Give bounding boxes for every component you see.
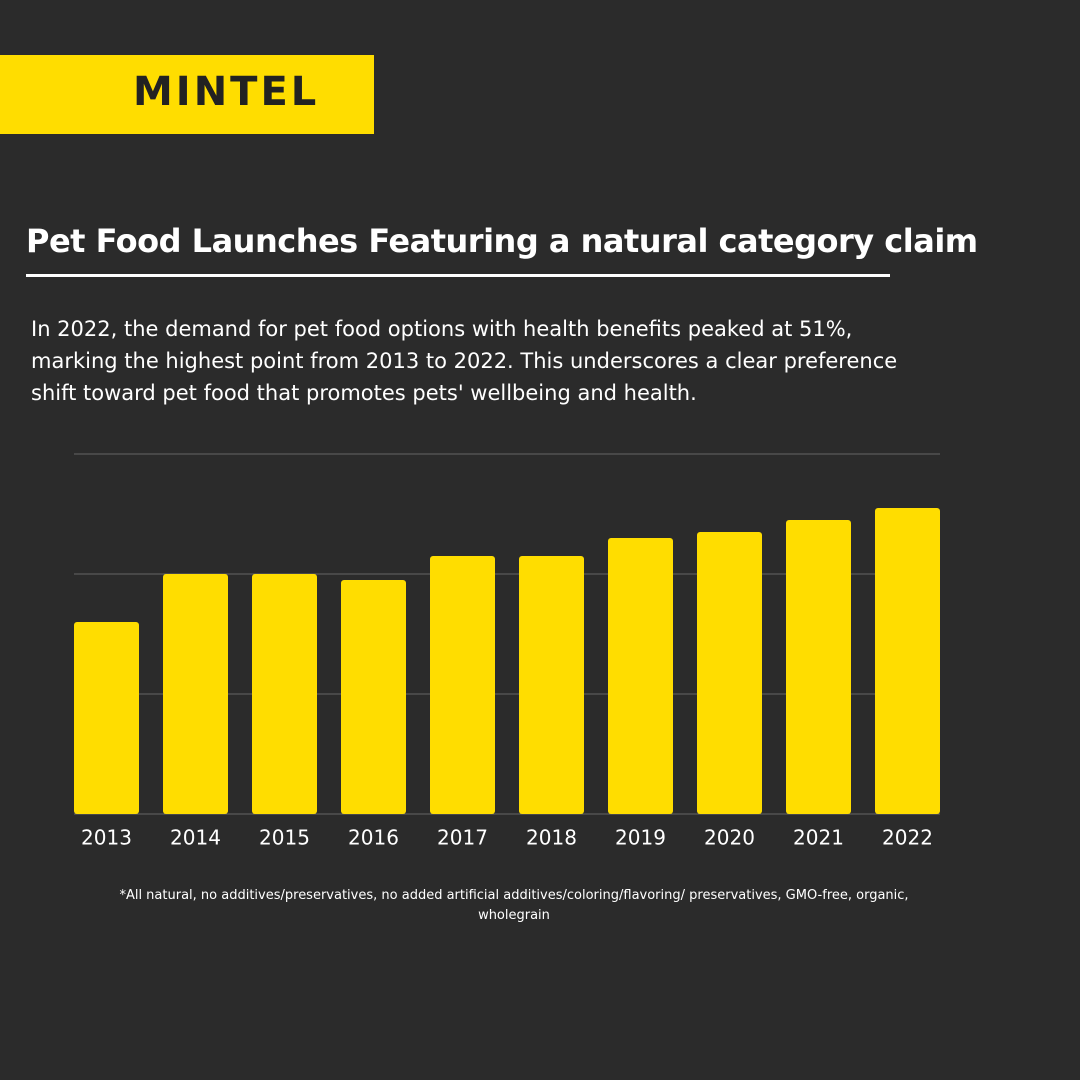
x-tick-label: 2019 xyxy=(615,826,666,850)
x-tick-label: 2016 xyxy=(348,826,399,850)
x-tick-label: 2021 xyxy=(793,826,844,850)
footnote: *All natural, no additives/preservatives… xyxy=(119,888,909,923)
bar xyxy=(875,508,940,814)
bar xyxy=(430,556,495,814)
bar xyxy=(519,556,584,814)
bar xyxy=(697,532,762,814)
x-tick-label: 2013 xyxy=(81,826,132,850)
x-tick-label: 2014 xyxy=(170,826,221,850)
x-tick-label: 2022 xyxy=(882,826,933,850)
bar xyxy=(252,574,317,814)
x-tick-label: 2020 xyxy=(704,826,755,850)
chart-title: Pet Food Launches Featuring a natural ca… xyxy=(26,222,978,260)
title-rule xyxy=(26,274,890,277)
bar xyxy=(608,538,673,814)
x-tick-label: 2015 xyxy=(259,826,310,850)
bar xyxy=(74,622,139,814)
bar xyxy=(786,520,851,814)
bar xyxy=(341,580,406,814)
logo: MINTEL xyxy=(0,55,374,134)
subtitle: In 2022, the demand for pet food options… xyxy=(31,317,898,405)
brand: MINTEL xyxy=(133,69,320,115)
x-tick-label: 2018 xyxy=(526,826,577,850)
x-tick-label: 2017 xyxy=(437,826,488,850)
bar xyxy=(163,574,228,814)
